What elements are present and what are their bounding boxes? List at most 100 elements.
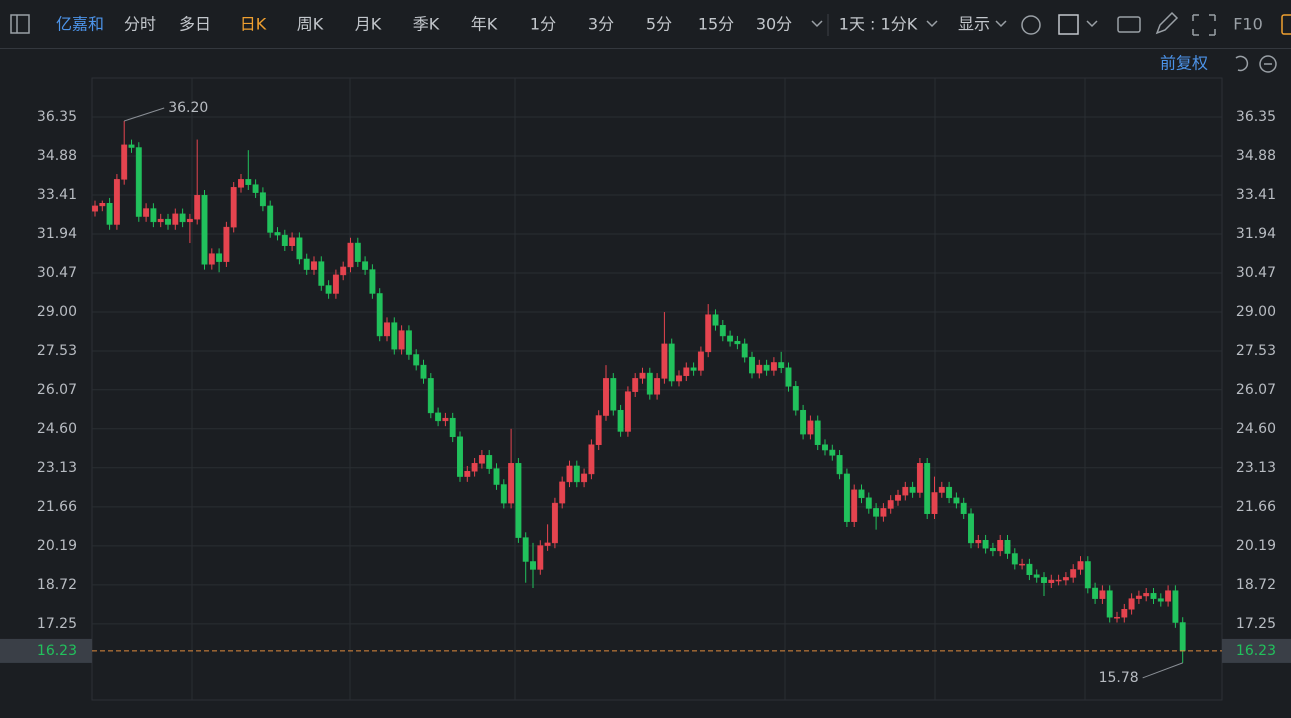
y2-tick-label: 27.53 [1236,343,1276,359]
period-tab[interactable]: 季K [413,15,440,34]
candle-body [639,372,646,379]
stock-name[interactable]: 亿嘉和 [56,15,104,34]
camera-icon[interactable] [1117,16,1141,33]
candle-body [464,471,471,477]
candle-body [610,378,617,411]
y-tick-label: 30.47 [37,265,77,281]
y2-tick-label: 34.88 [1236,148,1276,164]
candle-body [1055,579,1062,582]
min-label: 15.78 [1099,670,1139,686]
period-tab[interactable]: 多日 [179,15,211,34]
panel-icon[interactable] [1281,14,1291,35]
range-selector[interactable]: 1天 : 1分K [839,15,918,34]
f10-button[interactable]: F10 [1233,15,1263,34]
period-tab[interactable]: 年K [471,15,498,34]
candle-body [384,322,390,337]
candle-body [836,455,843,475]
candle-body [537,545,544,570]
candle-body [493,468,500,485]
candle-body [186,218,193,223]
candle-body [544,542,551,546]
candle-body [1004,540,1011,554]
candle-body [1026,563,1033,576]
reset-icon[interactable] [1235,55,1249,72]
y2-tick-label: 17.25 [1236,616,1276,632]
date-grid [191,78,1086,700]
period-tab[interactable]: 30分 [756,15,792,34]
candle-body [478,455,485,464]
y-tick-label: 18.72 [37,577,77,593]
candle-body [1084,561,1091,589]
candle-body [1114,616,1120,619]
y-tick-label: 36.35 [37,109,77,125]
sidebar-toggle[interactable] [10,14,30,34]
candle-body [128,144,135,148]
y-tick-label: 26.07 [37,382,77,398]
candle-body [121,144,128,180]
display-menu[interactable]: 显示 [958,15,990,34]
candle-body [522,537,529,562]
candle-body [741,343,748,358]
range-arrow [926,20,938,28]
period-tab[interactable]: 5分 [646,15,672,34]
candle-body [398,330,405,350]
candle-body [676,375,682,382]
shape-icon[interactable] [1058,14,1079,35]
candle-body [646,372,653,395]
period-tab[interactable]: 15分 [698,15,734,34]
zoom-out-icon[interactable] [1259,55,1277,73]
candle-body [1165,590,1172,602]
y2-tick-label: 29.00 [1236,304,1276,320]
candle-body [106,202,113,225]
candle-body [654,378,661,395]
fullscreen-icon[interactable] [1192,14,1216,36]
period-tab[interactable]: 周K [297,15,324,34]
settings-icon[interactable] [1021,15,1041,35]
candle-body [1157,598,1164,602]
candle-body [457,436,463,477]
candle-body [785,367,792,387]
candle-body [1041,577,1047,583]
candle-body [1121,608,1128,618]
candle-body [705,314,712,353]
candle-body [223,226,230,262]
candle-body [997,540,1004,552]
adjust-mode[interactable]: 前复权 [1160,54,1208,73]
max-pointer [124,107,165,122]
candle-body [1179,622,1186,652]
candle-body [887,500,894,509]
candle-body [588,444,595,475]
y2-tick-label: 26.07 [1236,382,1276,398]
draw-icon[interactable] [1155,11,1179,35]
candle-body [143,208,150,217]
display-arrow [995,20,1007,28]
candle-body [281,234,288,246]
candle-body [1033,574,1040,578]
more-arrow[interactable] [811,20,823,28]
candle-body [267,205,274,233]
period-tab[interactable]: 1分 [530,15,556,34]
candle-body [551,502,558,544]
candle-body [376,293,383,337]
candle-body [800,409,807,435]
candle-body [369,269,376,294]
candle-body [515,463,522,538]
candle-body [1150,593,1157,599]
candle-body [807,420,814,435]
y-tick-label: 20.19 [37,538,77,554]
candle-body [668,343,675,382]
candle-body [1019,563,1026,566]
period-tab[interactable]: 日K [240,15,267,34]
candle-body [157,218,164,223]
period-tab[interactable]: 分时 [124,15,156,34]
candle-body [1143,593,1150,597]
candle-body [931,492,938,514]
y-tick-label: 17.25 [37,616,77,632]
y2-tick-label: 24.60 [1236,421,1276,437]
candle-body [303,258,310,270]
candle-body [1106,590,1113,618]
period-tab[interactable]: 月K [355,15,382,34]
candle-body [873,508,880,517]
period-tab[interactable]: 3分 [588,15,614,34]
